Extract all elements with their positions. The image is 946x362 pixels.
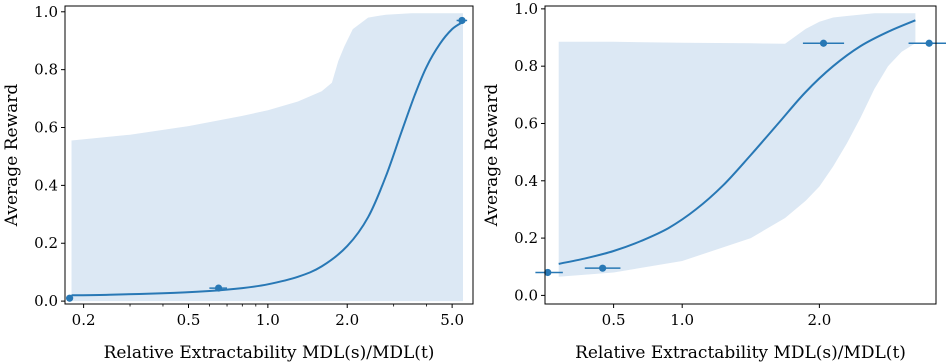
data-point	[214, 284, 223, 292]
x-tick-label: 1.0	[670, 311, 694, 329]
data-point	[819, 39, 828, 47]
y-axis-label: Average Reward	[2, 84, 22, 228]
y-tick-label: 0.6	[34, 119, 58, 137]
y-tick-label: 0.0	[34, 292, 58, 310]
x-tick-label: 1.0	[256, 311, 280, 329]
x-tick-label: 5.0	[440, 311, 464, 329]
y-tick-label: 1.0	[514, 0, 538, 18]
plot-area	[71, 13, 464, 302]
plot-frame	[64, 5, 474, 305]
y-tick-label: 0.4	[514, 172, 538, 190]
data-point	[544, 268, 552, 277]
y-tick-label: 0.4	[34, 176, 58, 194]
confidence-band	[558, 13, 916, 277]
y-tick-label: 0.8	[514, 57, 538, 75]
y-tick-label: 0.0	[514, 286, 538, 304]
y-tick-label: 0.2	[34, 234, 58, 252]
y-tick-label: 1.0	[34, 3, 58, 21]
x-axis-label: Relative Extractability MDL(s)/MDL(t)	[575, 343, 906, 362]
plot-area	[558, 13, 916, 277]
plot-frame	[544, 5, 937, 305]
chart-panel-2: 0.0 0.2 0.4 0.6 0.8 1.0 0.5 1.0 2.0 Relative Extr…	[482, 0, 946, 362]
y-tick-label: 0.8	[34, 61, 58, 79]
data-point	[458, 16, 466, 25]
confidence-band	[71, 13, 463, 302]
fit-curve	[558, 19, 916, 265]
x-tick-label: 0.5	[177, 311, 201, 329]
x-axis-label: Relative Extractability MDL(s)/MDL(t)	[104, 343, 435, 362]
fit-curve	[71, 21, 464, 297]
x-tick-label: 2.0	[335, 311, 359, 329]
data-point	[66, 294, 74, 302]
y-tick-label: 0.6	[514, 114, 538, 132]
x-tick-label: 0.2	[72, 311, 96, 329]
data-point	[925, 39, 933, 47]
data-point	[599, 264, 607, 272]
chart-panel-1: 0.0 0.2 0.4 0.6 0.8 1.0 0.2 0.5 1.0 2.0 5.0 Relativ…	[2, 3, 474, 362]
y-tick-label: 0.2	[514, 229, 538, 247]
x-tick-label: 2.0	[807, 311, 831, 329]
y-axis-label: Average Reward	[482, 84, 502, 228]
x-tick-label: 0.5	[602, 311, 626, 329]
